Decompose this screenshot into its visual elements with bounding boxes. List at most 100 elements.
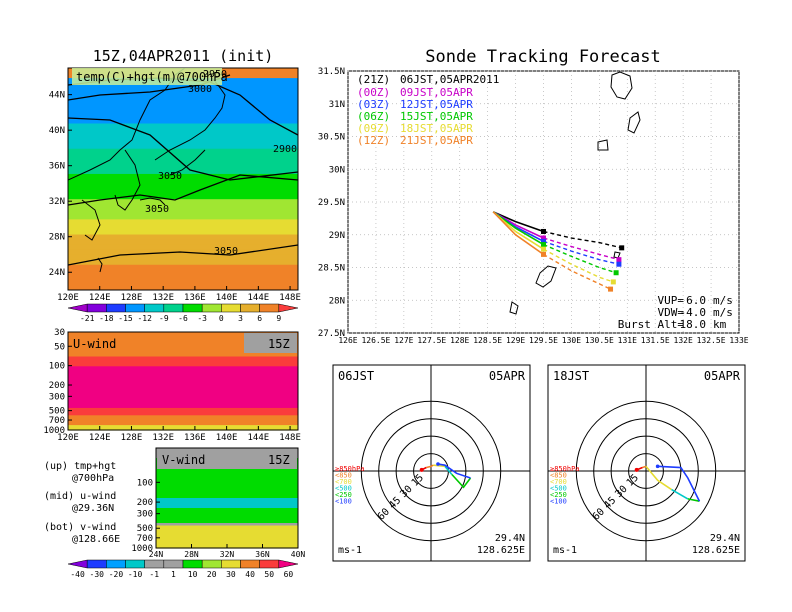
temp-colorbar: -21 -18 -15 -12 -9 -6 -3 0 3 6 9 <box>67 303 299 323</box>
colorbar-label: 20 <box>207 570 217 579</box>
track-line <box>543 253 611 290</box>
contour-label: 3050 <box>158 171 182 182</box>
vwind-band <box>156 480 298 484</box>
temp-band <box>68 173 298 180</box>
colorbar-label: 0 <box>219 314 224 323</box>
temp-band <box>68 93 298 99</box>
uwind-band <box>68 354 298 358</box>
colorbar-swatch <box>278 559 299 569</box>
lon-tick-label: 140E <box>216 293 238 303</box>
lat-tick-label: 28.5N <box>318 264 345 274</box>
pressure-tick-label: 700 <box>137 534 153 544</box>
colorbar-swatch <box>221 303 241 313</box>
colorbar-label: 3 <box>238 314 243 323</box>
wind-colorbar: -40 -30 -20 -10 -1 1 10 20 30 40 50 60 <box>67 559 299 579</box>
lat-tick-label: 36N <box>49 162 65 172</box>
lon-tick-label: 144E <box>248 433 270 443</box>
track-midpoint <box>541 228 546 234</box>
lon-tick-label: 133E <box>729 336 748 345</box>
uwind-band <box>68 403 298 407</box>
temp-band <box>68 163 298 170</box>
colorbar-swatch <box>163 303 184 313</box>
temp-band <box>68 199 298 205</box>
vwind-band <box>156 520 298 524</box>
note-line: (bot) v-wind <box>44 522 116 533</box>
hodograph-segment <box>671 488 689 500</box>
level-legend: <250 <box>335 491 352 499</box>
hodograph-segment <box>657 465 701 502</box>
colorbar-label: 60 <box>284 570 294 579</box>
pressure-tick-label: 300 <box>137 510 153 520</box>
temp-band <box>68 83 298 89</box>
track-line <box>543 243 617 274</box>
lon-tick-label: 120E <box>57 293 79 303</box>
vwind-band <box>156 488 298 492</box>
uwind-band <box>68 378 298 382</box>
vwind-band <box>156 533 298 537</box>
vwind-band <box>156 528 298 532</box>
track-endpoint <box>613 270 619 276</box>
vwind-band <box>156 515 298 519</box>
temp-band <box>68 138 298 145</box>
uwind-band <box>68 336 298 340</box>
lat-tick-label: 31.5N <box>318 67 345 77</box>
temp-band <box>68 284 298 290</box>
colorbar-label: -9 <box>159 314 169 323</box>
param-unit: m/s <box>713 306 733 319</box>
uwind-band <box>68 361 298 365</box>
temp-band <box>68 274 298 281</box>
pressure-tick-label: 50 <box>54 342 65 352</box>
vwind-band <box>156 495 298 499</box>
uwind-band <box>68 422 298 426</box>
temp-band <box>68 179 298 185</box>
hodograph-time: 18JST <box>553 369 589 383</box>
track-line <box>543 248 614 283</box>
vwind-band <box>156 478 298 482</box>
colorbar-swatch <box>67 303 88 313</box>
map-title: 15Z,04APR2011 (init) <box>93 47 274 65</box>
vwind-band <box>156 503 298 507</box>
vwind-band <box>156 485 298 489</box>
track-endpoint <box>616 261 622 267</box>
lon-tick-label: 129E <box>506 336 525 345</box>
contour-label: 3050 <box>214 246 238 257</box>
track-midpoint <box>541 246 546 252</box>
colorbar-label: -3 <box>197 314 207 323</box>
track-endpoint <box>610 279 616 285</box>
uwind-band <box>68 427 298 431</box>
track-line <box>492 211 544 233</box>
temp-band <box>68 189 298 195</box>
colorbar-label: 1 <box>171 570 176 579</box>
uwind-band <box>68 363 298 367</box>
colorbar-swatch <box>221 559 241 569</box>
colorbar-swatch <box>144 303 165 313</box>
uwind-time: 15Z <box>268 337 290 351</box>
lat-tick-label: 31N <box>329 100 345 110</box>
vwind-band <box>156 490 298 494</box>
hodograph-segment <box>444 465 453 476</box>
uwind-label: U-wind <box>73 337 116 351</box>
legend-valid: 12JST,05APR <box>400 98 473 111</box>
colorbar-swatch <box>259 559 280 569</box>
vwind-band <box>156 505 298 509</box>
uwind-band <box>68 405 298 409</box>
uwind-band <box>68 381 298 385</box>
lon-tick-label: 127E <box>394 336 413 345</box>
colorbar-label: 30 <box>226 570 236 579</box>
vwind-band <box>156 500 298 504</box>
level-legend: <100 <box>550 498 567 506</box>
legend-valid: 18JST,05APR <box>400 122 473 135</box>
colorbar-label: 40 <box>245 570 255 579</box>
lon-tick-label: 124E <box>89 433 111 443</box>
level-legend: <500 <box>335 485 352 493</box>
temp-band <box>68 239 298 246</box>
track-midpoint <box>541 242 546 248</box>
track-line <box>543 230 622 249</box>
legend-run: (21Z) <box>357 73 390 86</box>
vwind-band <box>156 473 298 477</box>
hodograph-segment <box>687 498 700 502</box>
param-label: VDW= <box>658 306 685 319</box>
colorbar-swatch <box>201 559 222 569</box>
uwind-band <box>68 356 298 360</box>
